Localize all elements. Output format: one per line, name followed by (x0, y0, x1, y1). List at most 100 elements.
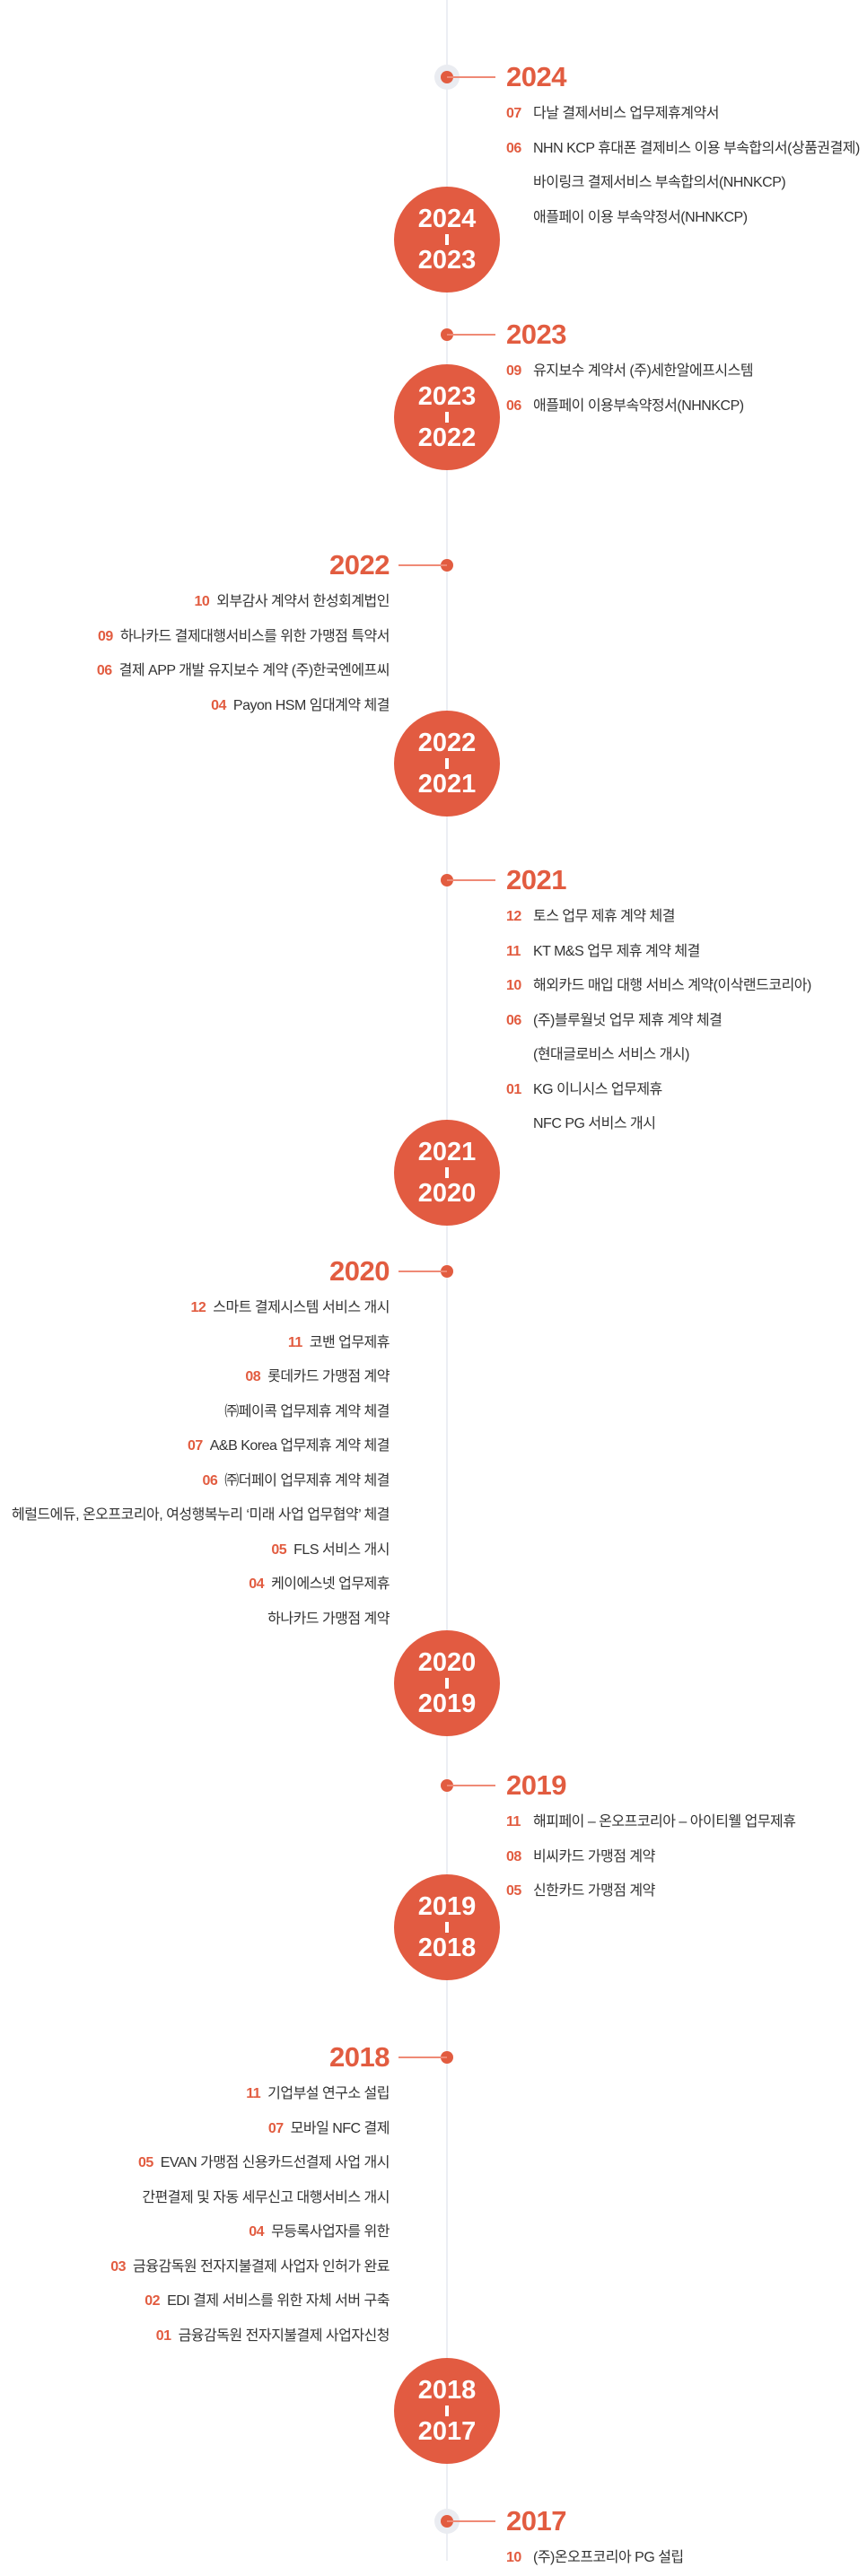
range-end: 2018 (417, 1934, 477, 1962)
history-item: 바이링크 결제서비스 부속합의서(NHNKCP) (506, 166, 860, 201)
year-heading: 2021 (506, 864, 566, 895)
timeline-dot (441, 1265, 453, 1278)
connector-line (398, 2056, 447, 2058)
year-section-2019: 2019 11 해피페이 – 온오프코리아 – 아이티웰 업무제휴 08 비씨카드 가맹… (506, 1766, 796, 1909)
range-divider (445, 758, 449, 769)
year-section-2024: 2024 07 다날 결제서비스 업무제휴계약서 06 NHN KCP 휴대폰 결제비스… (506, 57, 860, 235)
history-text: 스마트 결제시스템 서비스 개시 (213, 1300, 390, 1315)
timeline-dot (441, 2051, 453, 2064)
history-item: 08 비씨카드 가맹점 계약 (506, 1840, 795, 1875)
history-item: 08 롯데카드 가맹점 계약 (12, 1360, 390, 1395)
year-range-badge: 2022 2021 (394, 711, 500, 816)
range-end: 2022 (417, 424, 477, 452)
month-label: 10 (506, 978, 521, 993)
month-label: 03 (110, 2258, 127, 2275)
range-divider (445, 1678, 449, 1689)
history-item: 헤럴드에듀, 온오프코리아, 여성행복누리 ‘미래 사업 업무협약’ 체결 (12, 1498, 390, 1533)
history-item: 01 금융감독원 전자지불결제 사업자신청 (110, 2319, 390, 2354)
history-item: 04 무등록사업자를 위한 (110, 2215, 390, 2250)
history-text: FLS 서비스 개시 (293, 1541, 390, 1558)
month-label: 06 (96, 663, 112, 678)
month-label: 09 (506, 363, 521, 379)
month-label: 11 (246, 2086, 261, 2101)
year-heading: 2023 (506, 319, 566, 350)
range-divider (445, 1167, 449, 1178)
range-end: 2021 (417, 770, 477, 799)
year-section-2022: 2022 10 외부감사 계약서 한성회계법인 09 하나카드 결제대행서비스를 위한 … (97, 546, 390, 723)
history-text: 간편결제 및 자동 세무신고 대행서비스 개시 (142, 2189, 390, 2205)
range-divider (445, 2406, 449, 2416)
month-label: 06 (202, 1472, 218, 1489)
history-item: (현대글로비스 서비스 개시) (506, 1038, 811, 1073)
timeline-dot (441, 559, 453, 572)
year-section-2018: 2018 11 기업부설 연구소 설립 07 모바일 NFC 결제 05 EVAN 가맹점 … (110, 2038, 390, 2353)
history-item: 05 FLS 서비스 개시 (12, 1533, 390, 1568)
month-label: 04 (249, 2224, 265, 2240)
range-start: 2018 (417, 2376, 477, 2405)
history-item: 10 외부감사 계약서 한성회계법인 (97, 585, 390, 620)
range-start: 2021 (417, 1138, 477, 1166)
history-item: 10 해외카드 매입 대행 서비스 계약(이삭랜드코리아) (506, 969, 811, 1004)
history-item: 05 EVAN 가맹점 신용카드선결제 사업 개시 (110, 2146, 390, 2181)
year-range-badge: 2023 2022 (394, 364, 500, 470)
history-item: 01 KG 이니시스 업무제휴 (506, 1073, 811, 1108)
history-text: EVAN 가맹점 신용카드선결제 사업 개시 (160, 2155, 390, 2170)
history-item: 11 해피페이 – 온오프코리아 – 아이티웰 업무제휴 (506, 1805, 796, 1840)
connector-line (447, 1785, 495, 1786)
month-label: 12 (506, 909, 521, 924)
history-item: 07 다날 결제서비스 업무제휴계약서 (506, 97, 860, 132)
history-text: KG 이니시스 업무제휴 (533, 1081, 662, 1097)
history-text: (현대글로비스 서비스 개시) (533, 1047, 689, 1062)
history-item: 11 코밴 업무제휴 (12, 1326, 390, 1361)
year-range-badge: 2018 2017 (394, 2358, 500, 2464)
month-label: 10 (194, 594, 210, 609)
month-label: 02 (144, 2293, 161, 2309)
history-item: 애플페이 이용 부속약정서(NHNKCP) (506, 201, 860, 236)
year-range-badge: 2019 2018 (394, 1874, 500, 1980)
history-text: Payon HSM 임대계약 체결 (232, 697, 390, 713)
month-label: 04 (249, 1576, 265, 1592)
range-start: 2022 (417, 729, 477, 757)
year-range-badge: 2024 2023 (394, 187, 500, 293)
history-text: 케이에스넷 업무제휴 (271, 1576, 390, 1592)
history-text: 다날 결제서비스 업무제휴계약서 (533, 106, 719, 121)
history-item: 09 하나카드 결제대행서비스를 위한 가맹점 특약서 (97, 620, 390, 655)
month-label: 07 (267, 2120, 284, 2136)
history-text: 토스 업무 제휴 계약 체결 (533, 909, 675, 924)
history-text: 기업부설 연구소 설립 (267, 2086, 390, 2101)
history-item: 11 KT M&S 업무 제휴 계약 체결 (506, 935, 811, 970)
month-label: 05 (506, 1883, 521, 1899)
year-range-badge: 2021 2020 (394, 1120, 500, 1226)
history-item: 03 금융감독원 전자지불결제 사업자 인허가 완료 (110, 2250, 390, 2285)
history-item: 12 스마트 결제시스템 서비스 개시 (12, 1291, 390, 1326)
range-divider (445, 1922, 449, 1933)
month-label: 06 (506, 397, 521, 414)
month-label: 11 (506, 1814, 521, 1829)
history-text: 금융감독원 전자지불결제 사업자 인허가 완료 (133, 2258, 390, 2275)
range-end: 2017 (417, 2417, 477, 2446)
history-item: 04 케이에스넷 업무제휴 (12, 1567, 390, 1602)
year-section-2021: 2021 12 토스 업무 제휴 계약 체결 11 KT M&S 업무 제휴 계약 체결… (506, 860, 811, 1142)
month-label: 06 (506, 1012, 521, 1028)
range-start: 2020 (417, 1648, 477, 1677)
connector-line (398, 564, 447, 566)
history-text: 무등록사업자를 위한 (271, 2224, 390, 2240)
history-text: 애플페이 이용부속약정서(NHNKCP) (533, 397, 744, 414)
history-item: 06 애플페이 이용부속약정서(NHNKCP) (506, 389, 753, 424)
history-text: 해외카드 매입 대행 서비스 계약(이삭랜드코리아) (533, 978, 811, 993)
history-text: 해피페이 – 온오프코리아 – 아이티웰 업무제휴 (533, 1814, 796, 1829)
history-text: (주)블루월넛 업무 제휴 계약 체결 (533, 1012, 722, 1028)
history-text: 하나카드 결제대행서비스를 위한 가맹점 특약서 (119, 628, 390, 644)
history-item: 04 Payon HSM 임대계약 체결 (97, 689, 390, 724)
month-label: 05 (137, 2155, 153, 2170)
history-item: ㈜페이콕 업무제휴 계약 체결 (12, 1395, 390, 1430)
history-item: NFC PG 서비스 개시 (506, 1107, 811, 1142)
history-item: 02 EDI 결제 서비스를 위한 자체 서버 구축 (110, 2284, 390, 2319)
timeline-line (446, 0, 448, 2561)
history-text: NFC PG 서비스 개시 (533, 1116, 656, 1131)
range-divider (445, 234, 449, 245)
history-text: 유지보수 계약서 (주)세한알에프시스템 (533, 363, 754, 379)
history-text: NHN KCP 휴대폰 결제비스 이용 부속합의서(상품권결제) (533, 140, 860, 156)
history-text: A&B Korea 업무제휴 계약 체결 (209, 1438, 390, 1454)
month-label: 04 (211, 697, 226, 713)
